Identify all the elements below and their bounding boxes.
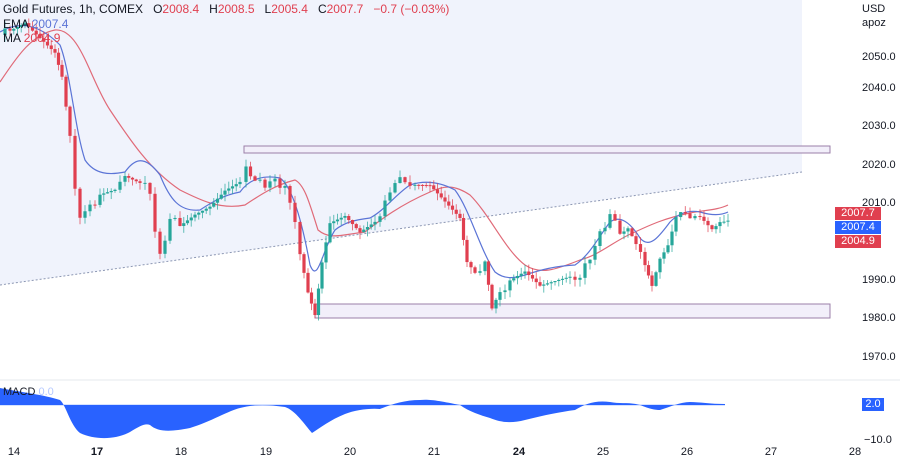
- macd-tick: −10.0: [864, 434, 892, 446]
- symbol-title: Gold Futures, 1h, COMEX: [3, 2, 144, 16]
- time-tick: 26: [680, 446, 694, 458]
- ma-line: [0, 29, 729, 272]
- price-tick: 2050.0: [862, 51, 896, 63]
- macd-legend-value: 0.0: [38, 386, 54, 398]
- ema-value: 2007.4: [31, 17, 69, 31]
- ema-legend[interactable]: EMA 2007.4: [3, 17, 68, 31]
- low-value: 2005.4: [271, 2, 308, 16]
- time-tick: 17: [90, 446, 104, 458]
- ema-price-tag: 2007.4: [835, 221, 881, 234]
- macd-legend[interactable]: MACD 0.0: [3, 386, 54, 398]
- ma-legend[interactable]: MA 2004.9: [3, 31, 60, 45]
- ma-value: 2004.9: [23, 31, 61, 45]
- high-value: 2008.5: [217, 2, 255, 16]
- currency-label: USD: [862, 3, 886, 15]
- low-label: L: [264, 2, 272, 16]
- open-value: 2008.4: [162, 2, 200, 16]
- price-tick: 2020.0: [862, 159, 896, 171]
- macd-area: [0, 388, 725, 439]
- macd-value-tag: 2.0: [862, 398, 884, 411]
- time-tick: 19: [259, 446, 273, 458]
- price-tick: 2030.0: [862, 120, 896, 132]
- time-tick: 24: [512, 446, 526, 458]
- shaded-zone: [0, 0, 802, 285]
- price-tick: 1990.0: [862, 274, 896, 286]
- open-label: O: [153, 2, 163, 16]
- close-price-tag: 2007.7: [835, 207, 881, 220]
- time-tick: 28: [848, 446, 862, 458]
- time-tick: 25: [596, 446, 610, 458]
- close-value: 2007.7: [326, 2, 364, 16]
- time-tick: 21: [427, 446, 441, 458]
- time-tick: 27: [764, 446, 778, 458]
- ema-label: EMA: [3, 17, 29, 31]
- support-zone[interactable]: [314, 303, 831, 319]
- time-tick: 20: [343, 446, 357, 458]
- price-tick: 2040.0: [862, 82, 896, 94]
- ma-price-tag: 2004.9: [835, 235, 881, 248]
- time-tick: 14: [7, 446, 21, 458]
- price-tick: 1970.0: [862, 351, 896, 363]
- unit-label: apoz: [862, 17, 886, 29]
- macd-label: MACD: [3, 386, 36, 398]
- ma-label: MA: [3, 31, 21, 45]
- trendline[interactable]: [0, 171, 803, 286]
- change-value: −0.7 (−0.03%): [373, 2, 450, 16]
- ema-line: [0, 24, 729, 279]
- price-tick: 2010.0: [862, 197, 896, 209]
- price-tick: 1980.0: [862, 312, 896, 324]
- close-label: C: [317, 2, 327, 16]
- resistance-zone[interactable]: [243, 145, 831, 154]
- time-tick: 18: [174, 446, 188, 458]
- chart-header: Gold Futures, 1h, COMEX O2008.4 H2008.5 …: [3, 2, 449, 16]
- high-label: H: [209, 2, 218, 16]
- candlesticks: [3, 18, 730, 321]
